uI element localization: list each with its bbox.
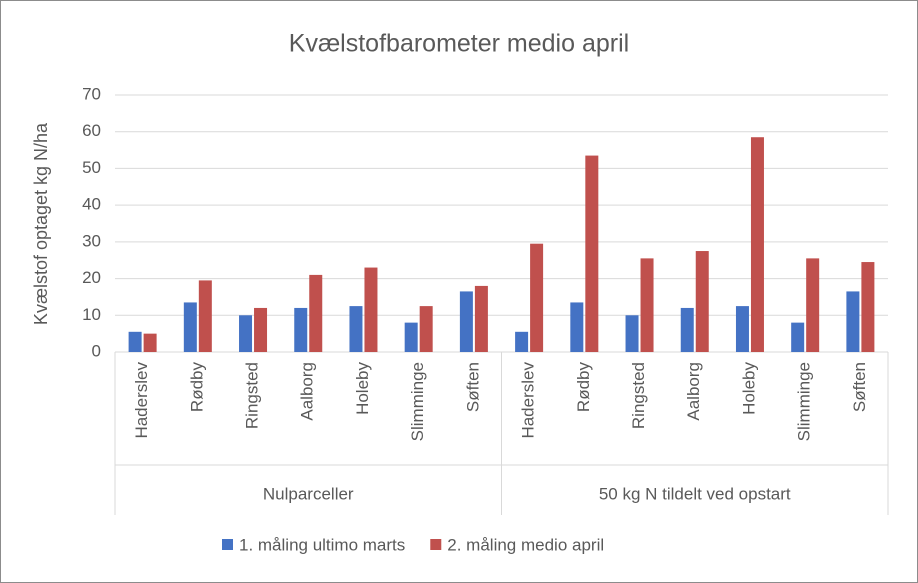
x-tick-label: Ringsted: [243, 362, 262, 429]
y-tick-label: 40: [82, 195, 101, 214]
x-tick-label: Holeby: [739, 362, 758, 415]
y-tick-label: 60: [82, 121, 101, 140]
bar: [530, 243, 544, 352]
bar: [419, 306, 433, 352]
bar: [695, 251, 709, 352]
group-label: Nulparceller: [263, 484, 354, 503]
bar: [349, 306, 363, 352]
bar: [625, 315, 639, 352]
y-tick-label: 10: [82, 305, 101, 324]
bar: [846, 291, 860, 352]
x-tick-label: Rødby: [574, 362, 593, 413]
legend-label: 2. måling medio april: [447, 535, 604, 554]
chart-title: Kvælstofbarometer medio april: [289, 30, 629, 58]
bar: [128, 331, 142, 352]
group-label: 50 kg N tildelt ved opstart: [599, 484, 791, 503]
y-tick-label: 50: [82, 158, 101, 177]
x-tick-label: Søften: [850, 362, 869, 412]
bar: [459, 291, 473, 352]
x-tick-label: Søften: [463, 362, 482, 412]
bar: [570, 302, 584, 352]
legend-swatch: [222, 539, 233, 550]
bar: [585, 155, 599, 352]
bar: [183, 302, 197, 352]
x-tick-label: Haderslev: [519, 362, 538, 439]
bar: [309, 274, 323, 352]
bar: [474, 285, 488, 352]
x-tick-label: Holeby: [353, 362, 372, 415]
bar: [254, 307, 268, 352]
bar: [515, 331, 529, 352]
x-tick-label: Rødby: [187, 362, 206, 413]
bar: [198, 280, 212, 352]
bar: [735, 306, 749, 352]
legend-swatch: [430, 539, 442, 550]
x-tick-label: Slimminge: [795, 362, 814, 441]
bar: [680, 307, 694, 352]
bar: [364, 267, 378, 352]
bar: [791, 322, 805, 352]
x-tick-label: Haderslev: [132, 362, 151, 439]
x-tick-label: Aalborg: [298, 362, 317, 421]
y-tick-label: 0: [92, 341, 101, 360]
x-tick-label: Ringsted: [629, 362, 648, 429]
bar: [806, 258, 820, 352]
bar: [640, 258, 654, 352]
bar: [143, 333, 157, 352]
x-tick-label: Aalborg: [684, 362, 703, 421]
x-tick-label: Slimminge: [408, 362, 427, 441]
bar: [239, 315, 253, 352]
bar: [294, 307, 308, 352]
bar: [750, 137, 764, 352]
y-axis-label: Kvælstof optaget kg N/ha: [31, 122, 51, 325]
y-tick-label: 30: [82, 231, 101, 250]
bar: [404, 322, 418, 352]
bar: [861, 262, 875, 352]
y-tick-label: 20: [82, 268, 101, 287]
legend-label: 1. måling ultimo marts: [239, 535, 405, 554]
y-tick-label: 70: [82, 84, 101, 103]
